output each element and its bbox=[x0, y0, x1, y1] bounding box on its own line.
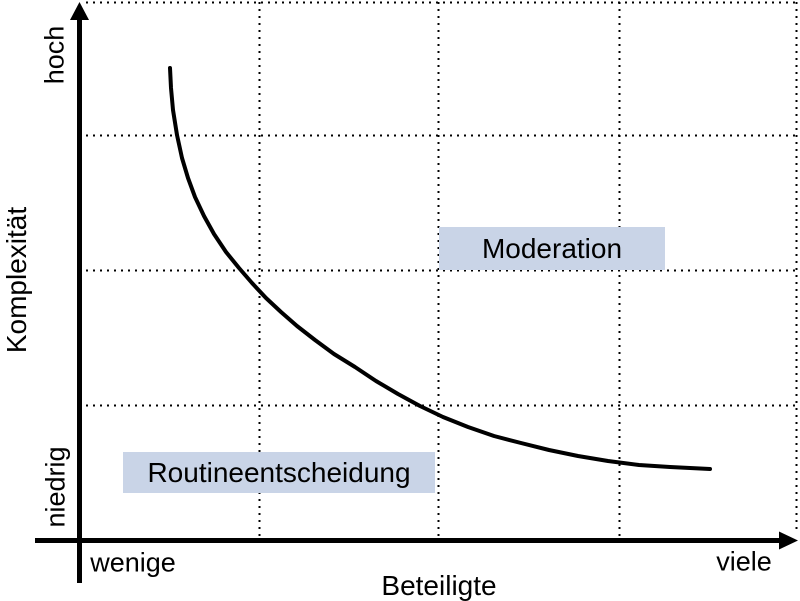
region-moderation: Moderation bbox=[439, 227, 665, 270]
x-tick-wenige: wenige bbox=[90, 547, 176, 578]
x-axis-title: Beteiligte bbox=[381, 570, 497, 601]
region-moderation-label: Moderation bbox=[481, 232, 623, 264]
y-axis-arrowhead bbox=[70, 2, 89, 20]
x-tick-viele: viele bbox=[716, 546, 772, 577]
y-tick-hoch: hoch bbox=[39, 25, 70, 85]
x-axis-arrowhead bbox=[779, 531, 798, 550]
complexity-curve bbox=[168, 66, 712, 471]
grid bbox=[86, 1, 798, 538]
axes bbox=[35, 2, 798, 583]
y-axis-title: Komplexität bbox=[1, 206, 32, 354]
region-routineentscheidung: Routineentscheidung bbox=[123, 452, 435, 493]
y-tick-niedrig: niedrig bbox=[40, 446, 71, 528]
region-routineentscheidung-label: Routineentscheidung bbox=[147, 456, 411, 488]
